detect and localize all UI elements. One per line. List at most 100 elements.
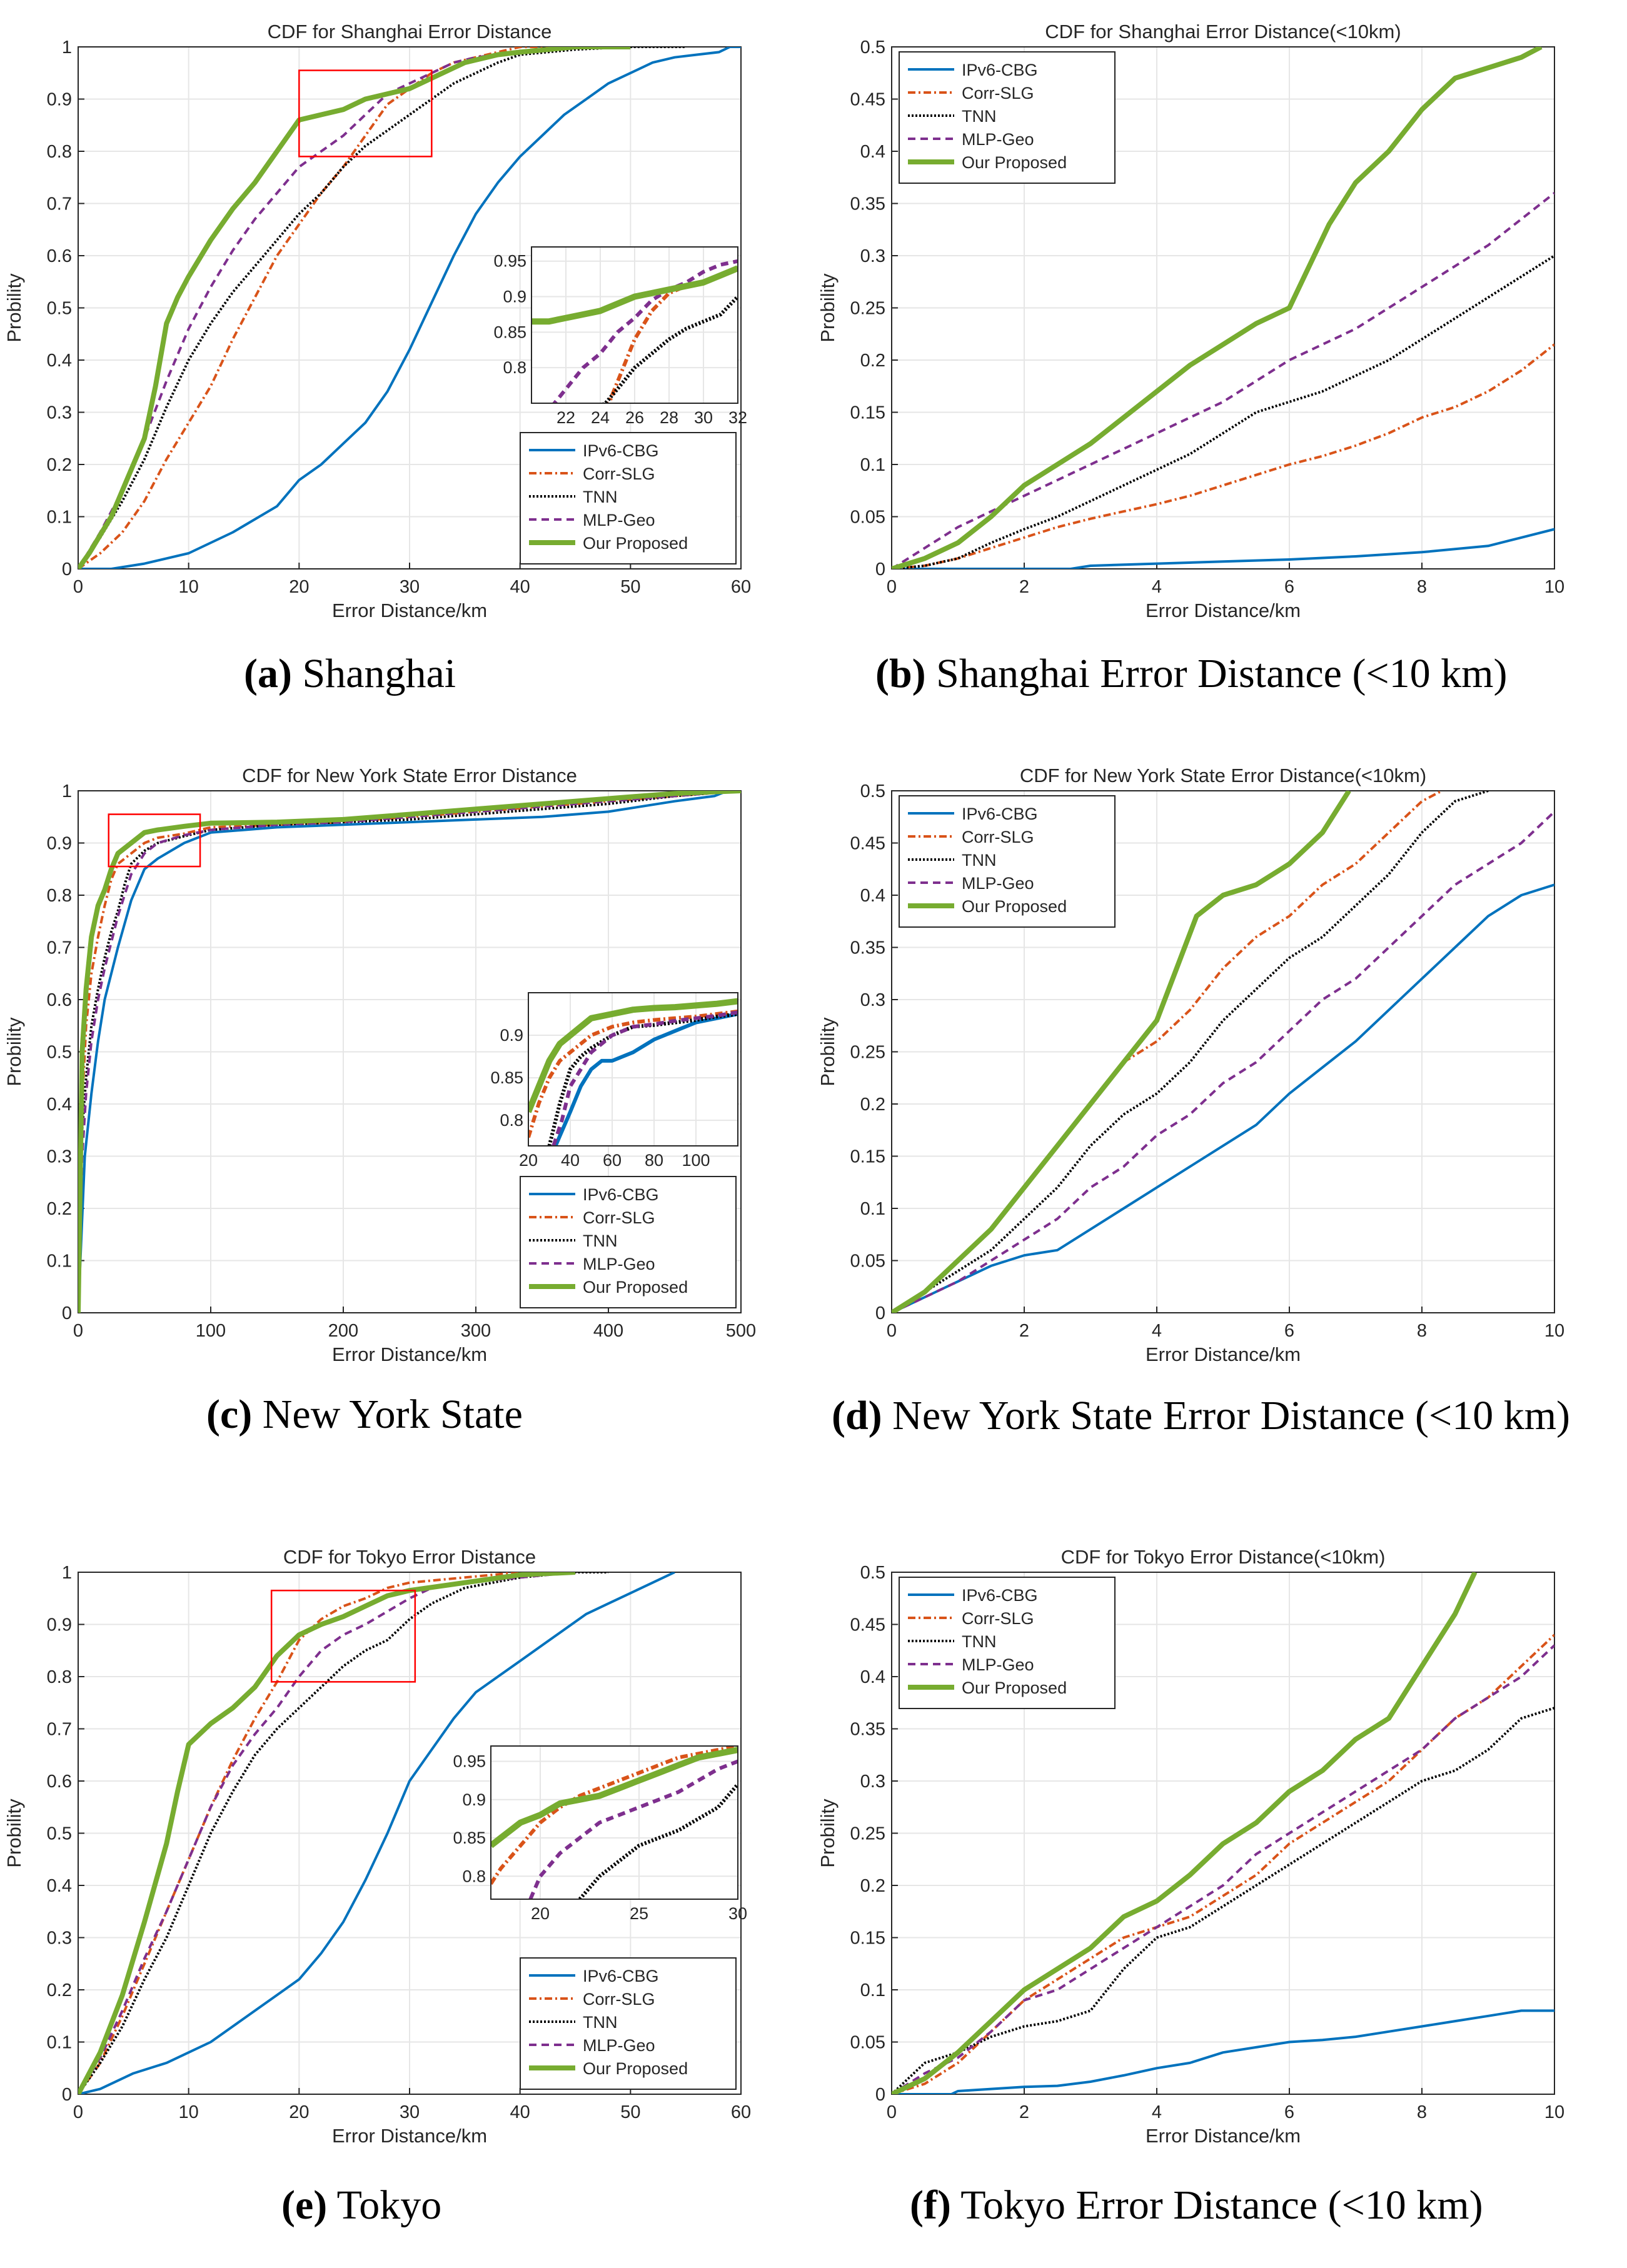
- y-tick-label: 0.05: [850, 1252, 885, 1272]
- y-axis-label: Probility: [817, 1799, 839, 1868]
- inset-series-line-corr-slg: [528, 1009, 738, 1138]
- y-tick-label: 0.05: [850, 508, 885, 528]
- y-tick-label: 0.9: [47, 1615, 72, 1635]
- inset-y-tick-label: 0.85: [490, 1068, 523, 1087]
- series-line-mlp-geo: [78, 791, 741, 1313]
- inset-x-tick-label: 30: [728, 1904, 747, 1923]
- chart-title: CDF for New York State Error Distance: [242, 765, 577, 786]
- x-tick-label: 10: [1544, 2102, 1564, 2122]
- caption-b: (b) Shanghai Error Distance (<10 km): [875, 650, 1507, 698]
- caption-c: (c) New York State: [206, 1391, 523, 1438]
- x-tick-label: 0: [887, 1321, 897, 1341]
- chart-tokyo-under-10km: 0 2 4 6 8 10 0 0.05 0.1 0.15 0.2 0.25 0.3 0.35 0.4 0.45…: [817, 1546, 1564, 2147]
- y-tick-label: 0.6: [47, 1772, 72, 1792]
- legend-label-our-proposed: Our Proposed: [962, 1678, 1067, 1697]
- legend-label-our-proposed: Our Proposed: [962, 897, 1067, 916]
- series-line-tnn: [892, 254, 1554, 569]
- inset-x-tick-label: 25: [630, 1904, 648, 1923]
- chart-new-york-state: 0 100 200 300 400 500 0 0.1 0.2 0.3 0.4 0.5 0.6 0.7 0.…: [3, 765, 756, 1365]
- y-tick-label: 0.5: [860, 38, 885, 58]
- x-axis-label: Error Distance/km: [332, 2125, 487, 2147]
- legend-label-corr-slg: Corr-SLG: [583, 1990, 655, 2009]
- x-tick-label: 30: [400, 2102, 420, 2122]
- y-tick-label: 0.8: [47, 142, 72, 162]
- y-tick-label: 0.6: [47, 990, 72, 1010]
- legend-label-corr-slg: Corr-SLG: [962, 84, 1034, 103]
- caption-letter: (d): [832, 1393, 882, 1438]
- inset-y-tick-label: 0.85: [453, 1829, 486, 1847]
- x-tick-label: 300: [461, 1321, 491, 1341]
- caption-letter: (f): [910, 2182, 951, 2228]
- series-line-tnn: [892, 791, 1489, 1313]
- y-tick-label: 0.35: [850, 938, 885, 958]
- legend-label-mlp-geo: MLP-Geo: [962, 874, 1034, 893]
- chart-title: CDF for New York State Error Distance(<1…: [1020, 765, 1426, 786]
- chart-title: CDF for Shanghai Error Distance: [268, 21, 552, 43]
- inset-y-tick-label: 0.95: [453, 1752, 486, 1771]
- caption-text: Tokyo Error Distance (<10 km): [960, 2182, 1483, 2228]
- legend-label-ipv6-cbg: IPv6-CBG: [962, 61, 1038, 79]
- series-line-corr-slg: [892, 791, 1443, 1313]
- series-line-corr-slg: [78, 47, 631, 569]
- legend-label-our-proposed: Our Proposed: [962, 153, 1067, 172]
- x-tick-label: 20: [289, 577, 309, 597]
- inset-frame: [490, 1745, 738, 1900]
- caption-e: (e) Tokyo: [281, 2182, 441, 2229]
- legend-label-ipv6-cbg: IPv6-CBG: [583, 1185, 659, 1204]
- caption-letter: (c): [206, 1392, 253, 1437]
- y-tick-label: 0.2: [47, 1980, 72, 2000]
- inset-y-tick-label: 0.8: [462, 1867, 486, 1885]
- x-tick-label: 2: [1019, 2102, 1029, 2122]
- caption-text: Tokyo: [336, 2182, 442, 2228]
- inset-series-line-ipv6-cbg: [491, 2068, 738, 2268]
- inset-x-tick-label: 24: [591, 408, 610, 427]
- inset-y-tick-label: 0.8: [500, 1111, 523, 1130]
- y-tick-label: 0.2: [860, 1095, 885, 1115]
- y-tick-label: 0.1: [860, 1980, 885, 2000]
- caption-letter: (b): [875, 651, 926, 696]
- legend-label-corr-slg: Corr-SLG: [962, 1609, 1034, 1628]
- y-tick-label: 0.1: [47, 2033, 72, 2053]
- y-tick-label: 0: [62, 1303, 72, 1323]
- x-tick-label: 4: [1152, 2102, 1162, 2122]
- y-tick-label: 0.9: [47, 834, 72, 854]
- y-tick-label: 0.5: [47, 1043, 72, 1063]
- legend-label-tnn: TNN: [583, 2013, 618, 2032]
- caption-f: (f) Tokyo Error Distance (<10 km): [910, 2182, 1483, 2229]
- series-line-ipv6-cbg: [78, 1572, 675, 2094]
- legend-label-tnn: TNN: [583, 1232, 618, 1250]
- x-tick-label: 0: [73, 577, 83, 597]
- caption-text: New York State Error Distance (<10 km): [892, 1393, 1571, 1438]
- series-line-ipv6-cbg: [892, 2009, 1554, 2094]
- series-line-ipv6-cbg: [892, 883, 1554, 1313]
- x-tick-label: 4: [1152, 577, 1162, 597]
- inset-x-tick-label: 100: [682, 1151, 710, 1170]
- inset-series-line-mlp-geo: [528, 1759, 738, 1899]
- y-tick-label: 0.15: [850, 403, 885, 423]
- zoom-region-box: [108, 813, 201, 868]
- caption-d: (d) New York State Error Distance (<10 k…: [832, 1391, 1607, 1441]
- y-tick-label: 0.6: [47, 246, 72, 266]
- x-axis-label: Error Distance/km: [332, 1343, 487, 1365]
- y-tick-label: 0.5: [47, 1824, 72, 1844]
- x-tick-label: 8: [1417, 2102, 1427, 2122]
- legend-label-mlp-geo: MLP-Geo: [583, 511, 655, 529]
- y-tick-label: 0: [62, 2085, 72, 2105]
- series-line-ipv6-cbg: [78, 791, 741, 1313]
- x-tick-label: 50: [620, 2102, 640, 2122]
- inset-x-tick-label: 20: [531, 1904, 550, 1923]
- inset-series-line-corr-slg: [491, 1746, 738, 1885]
- series-line-mlp-geo: [892, 1644, 1554, 2094]
- y-tick-label: 0.45: [850, 834, 885, 854]
- legend-label-mlp-geo: MLP-Geo: [962, 1655, 1034, 1674]
- inset-series-line-our-proposed: [531, 265, 738, 325]
- y-axis-label: Probility: [817, 1017, 839, 1086]
- y-tick-label: 0.3: [47, 403, 72, 423]
- series-line-mlp-geo: [892, 810, 1554, 1313]
- y-axis-label: Probility: [817, 273, 839, 343]
- zoom-region-box: [298, 69, 433, 158]
- inset-series-line-mlp-geo: [552, 1010, 738, 1146]
- caption-text: New York State: [262, 1392, 523, 1437]
- chart-tokyo: 0 10 20 30 40 50 60 0 0.1 0.2 0.3 0.4 0.5 0.6 0.7 0.8 0.…: [3, 1546, 751, 2147]
